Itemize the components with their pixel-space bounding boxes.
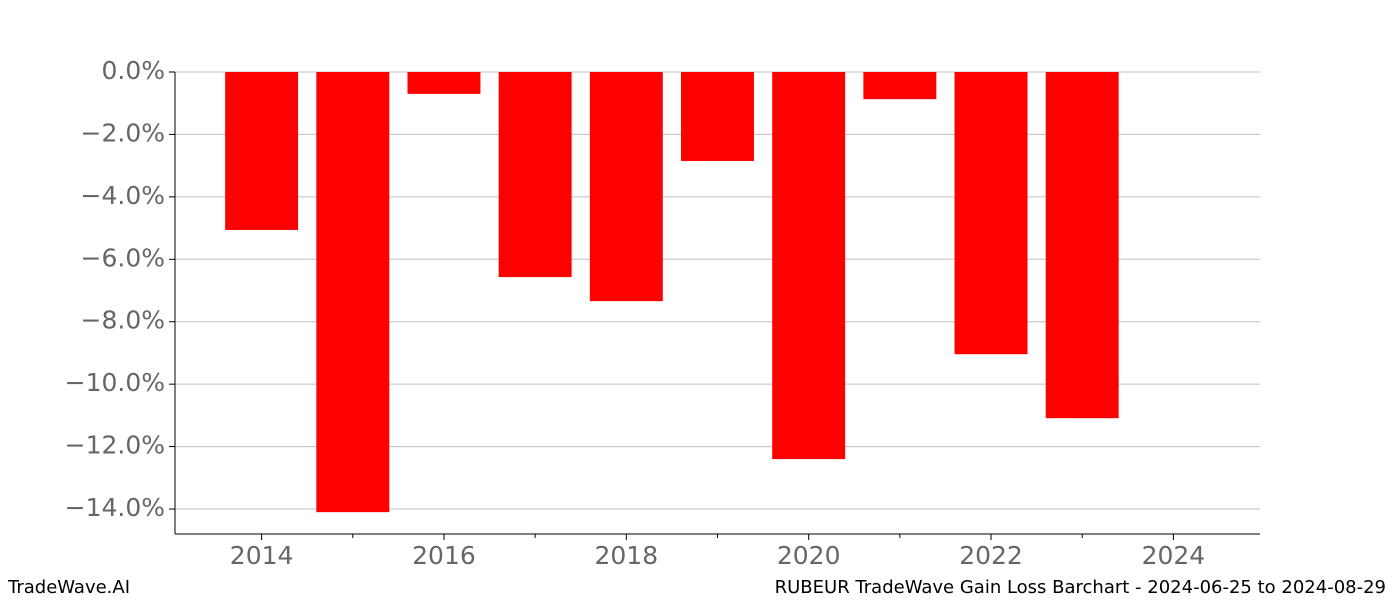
bar xyxy=(954,72,1028,355)
bar xyxy=(589,72,663,302)
x-tick-label: 2018 xyxy=(595,541,659,570)
bar xyxy=(407,72,481,94)
x-tick-label: 2016 xyxy=(412,541,476,570)
y-tick-label: −8.0% xyxy=(81,306,165,335)
x-tick-label: 2024 xyxy=(1142,541,1206,570)
bar xyxy=(772,72,846,460)
y-tick-label: 0.0% xyxy=(101,56,165,85)
bar xyxy=(225,72,299,230)
y-tick-label: −12.0% xyxy=(65,431,165,460)
bar xyxy=(863,72,937,100)
bar xyxy=(1045,72,1119,419)
y-tick-label: −10.0% xyxy=(65,368,165,397)
y-tick-label: −2.0% xyxy=(81,118,165,147)
bar xyxy=(681,72,754,161)
x-tick-label: 2022 xyxy=(959,541,1023,570)
x-tick-label: 2014 xyxy=(230,541,294,570)
y-tick-label: −14.0% xyxy=(65,493,165,522)
y-tick-label: −6.0% xyxy=(81,243,165,272)
chart-title: RUBEUR TradeWave Gain Loss Barchart - 20… xyxy=(775,577,1386,598)
bar xyxy=(498,72,572,278)
x-tick-label: 2020 xyxy=(777,541,841,570)
watermark: TradeWave.AI xyxy=(7,577,130,598)
y-tick-label: −4.0% xyxy=(81,181,165,210)
bar xyxy=(316,72,390,513)
